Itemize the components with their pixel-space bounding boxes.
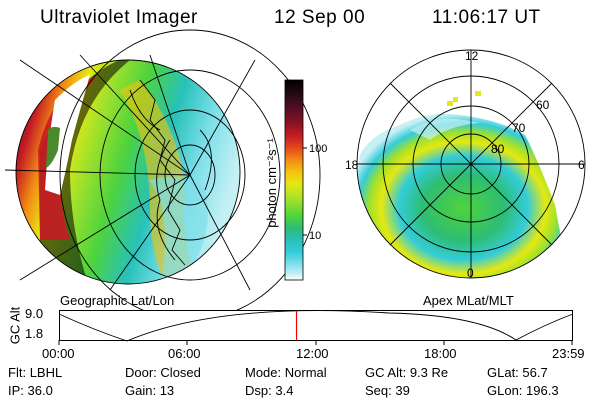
colorbar-unit-label: photon cm⁻²s⁻¹ xyxy=(264,138,279,228)
info-gc-alt: GC Alt: 9.3 Re xyxy=(365,365,449,380)
colorbar: 100 10 xyxy=(284,79,327,281)
colorbar-tick-100: 100 xyxy=(309,143,327,155)
altitude-timeline xyxy=(58,310,574,345)
info-mode: Mode: Normal xyxy=(245,365,327,380)
info-dsp: Dsp: 3.4 xyxy=(245,383,294,398)
timeline-ytick-top: 9.0 xyxy=(25,306,44,321)
timeline-xtick-0000: 00:00 xyxy=(42,346,75,361)
polar-plot: 12 18 6 0 60 70 80 xyxy=(345,49,586,280)
mlt-label-18: 18 xyxy=(345,158,359,172)
timeline-xtick-1200: 12:00 xyxy=(296,346,329,361)
instrument-title: Ultraviolet Imager xyxy=(40,7,198,28)
timeline-xtick-1800: 18:00 xyxy=(424,346,457,361)
lat-label-60: 60 xyxy=(536,98,550,112)
info-door: Door: Closed xyxy=(125,365,201,380)
info-gain: Gain: 13 xyxy=(125,383,175,398)
colorbar-tick-10: 10 xyxy=(309,230,321,242)
date-label: 12 Sep 00 xyxy=(274,7,366,28)
lat-label-70: 70 xyxy=(512,121,526,135)
mlt-label-12: 12 xyxy=(465,49,479,63)
mlt-label-0: 0 xyxy=(467,266,474,280)
timeline-xtick-2359: 23:59 xyxy=(552,346,585,361)
time-label: 11:06:17 UT xyxy=(432,7,541,28)
info-flt: Flt: LBHL xyxy=(8,365,63,380)
timeline-ylabel: GC Alt xyxy=(7,306,23,345)
info-ip: IP: 36.0 xyxy=(8,383,53,398)
auroral-bright-spot xyxy=(45,75,90,195)
geographic-image xyxy=(4,29,321,321)
info-glat: GLat: 56.7 xyxy=(487,365,548,380)
right-panel-caption: Apex MLat/MLT xyxy=(423,293,514,308)
info-seq: Seq: 39 xyxy=(365,383,410,398)
info-glon: GLon: 196.3 xyxy=(487,383,559,398)
left-panel-caption: Geographic Lat/Lon xyxy=(60,293,175,308)
mlt-label-6: 6 xyxy=(578,158,585,172)
lat-label-80: 80 xyxy=(491,142,505,156)
timeline-ytick-bottom: 1.8 xyxy=(25,326,44,341)
timeline-xtick-0600: 06:00 xyxy=(168,346,201,361)
